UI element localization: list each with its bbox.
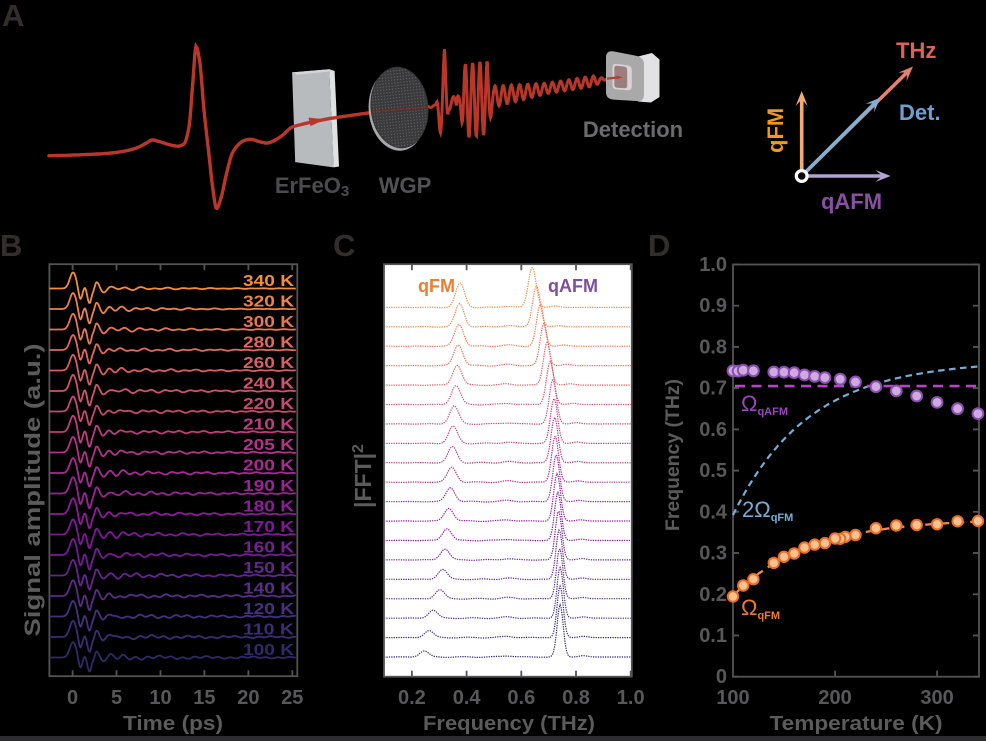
svg-text:0.8: 0.8 [699,336,727,358]
svg-text:Frequency (THz): Frequency (THz) [663,379,684,531]
svg-text:140 K: 140 K [243,581,295,598]
svg-text:0.3: 0.3 [699,543,727,565]
svg-text:Temperature (K): Temperature (K) [770,713,943,735]
svg-text:0.9: 0.9 [699,295,727,317]
svg-text:qFM: qFM [418,276,455,296]
svg-text:5: 5 [111,687,122,709]
svg-text:160 K: 160 K [243,540,295,557]
svg-text:D: D [648,228,670,263]
svg-text:240 K: 240 K [243,376,295,393]
svg-text:0: 0 [67,687,78,709]
svg-text:1.0: 1.0 [699,254,727,276]
svg-text:0.8: 0.8 [562,687,590,709]
svg-text:C: C [333,228,355,263]
svg-text:120 K: 120 K [243,601,295,618]
svg-text:0.4: 0.4 [699,501,728,523]
svg-text:320 K: 320 K [243,294,295,311]
svg-text:150 K: 150 K [243,560,295,577]
svg-text:Det.: Det. [899,100,941,125]
svg-text:110 K: 110 K [243,622,295,639]
svg-text:170 K: 170 K [243,519,295,536]
svg-text:|FFT|2: |FFT|2 [350,444,376,508]
svg-text:A: A [2,0,24,33]
svg-text:0: 0 [716,666,727,688]
svg-text:15: 15 [193,687,215,709]
svg-text:Frequency (THz): Frequency (THz) [423,713,595,735]
svg-text:190 K: 190 K [243,478,295,495]
svg-text:Signal amplitude (a.u.): Signal amplitude (a.u.) [20,344,45,637]
svg-text:200 K: 200 K [243,458,295,475]
svg-text:THz: THz [896,38,936,63]
svg-text:0.5: 0.5 [699,460,727,482]
svg-text:0.4: 0.4 [453,687,482,709]
svg-text:ErFeO3: ErFeO3 [275,173,349,200]
svg-text:2ΩqFM: 2ΩqFM [742,497,793,524]
svg-text:280 K: 280 K [243,335,295,352]
svg-text:220 K: 220 K [243,396,295,413]
svg-text:300: 300 [920,687,953,709]
svg-text:0.2: 0.2 [699,584,727,606]
svg-text:qAFM: qAFM [821,189,882,214]
svg-text:205 K: 205 K [243,437,295,454]
svg-text:100: 100 [716,687,749,709]
svg-text:0.2: 0.2 [398,687,426,709]
svg-text:0.7: 0.7 [699,378,727,400]
svg-text:ΩqFM: ΩqFM [741,595,780,622]
svg-text:20: 20 [237,687,259,709]
svg-text:qFM: qFM [763,108,788,153]
svg-text:10: 10 [149,687,171,709]
svg-text:1.0: 1.0 [617,687,645,709]
svg-text:qAFM: qAFM [548,276,598,296]
svg-text:0.1: 0.1 [699,625,727,647]
svg-text:300 K: 300 K [243,314,295,331]
svg-text:WGP: WGP [379,173,432,198]
svg-text:B: B [0,228,22,263]
svg-text:ΩqAFM: ΩqAFM [741,391,788,418]
svg-text:210 K: 210 K [243,417,295,434]
svg-text:Detection: Detection [583,117,683,142]
svg-text:0.6: 0.6 [507,687,535,709]
svg-text:0.6: 0.6 [699,419,727,441]
svg-text:180 K: 180 K [243,499,295,516]
svg-text:200: 200 [818,687,851,709]
svg-text:Time (ps): Time (ps) [123,713,223,735]
svg-text:25: 25 [281,687,303,709]
svg-text:100 K: 100 K [243,642,295,659]
svg-text:340 K: 340 K [243,273,295,290]
svg-text:260 K: 260 K [243,355,295,372]
